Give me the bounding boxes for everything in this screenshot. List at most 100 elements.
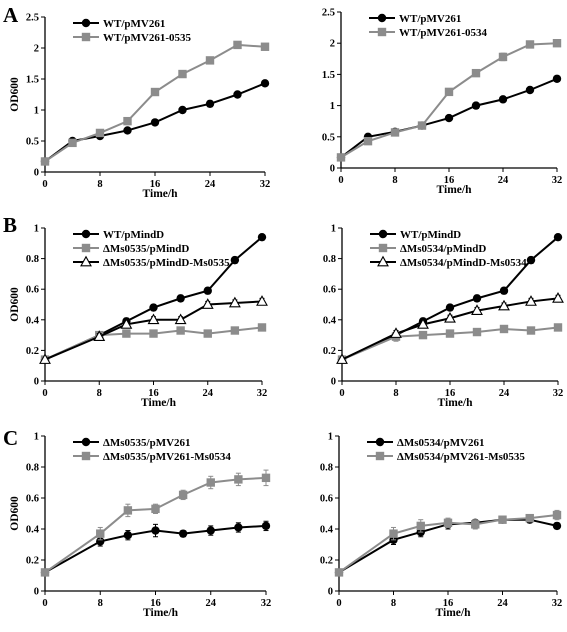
x-tick-label: 16 (148, 388, 159, 399)
data-point (149, 329, 158, 338)
data-point (256, 295, 268, 306)
y-tick-label: 1 (328, 432, 333, 443)
y-axis-label: OD600 (9, 496, 21, 531)
x-tick-label: 32 (257, 388, 268, 399)
data-point (176, 294, 185, 303)
data-point (525, 40, 535, 49)
data-point (123, 116, 132, 126)
data-point (178, 529, 188, 538)
y-tick-label: 0.2 (323, 346, 336, 357)
legend-marker (378, 229, 388, 239)
data-point (443, 518, 453, 527)
y-tick-label: 0 (328, 587, 333, 598)
data-point (445, 303, 455, 312)
data-point (472, 294, 482, 303)
data-point (228, 296, 241, 308)
y-tick-label: 1.5 (26, 75, 39, 86)
data-point (261, 521, 271, 531)
x-tick-label: 8 (97, 179, 102, 190)
x-tick-label: 32 (552, 598, 563, 609)
series-line (44, 43, 266, 163)
y-tick-label: 0 (330, 164, 335, 175)
data-point (498, 515, 507, 524)
legend-label: ΔMs0535/pMindD-Ms0535 (103, 257, 230, 269)
data-point (178, 69, 187, 79)
series-line (340, 42, 558, 159)
x-axis-label: Time/h (141, 397, 177, 409)
data-point (445, 329, 455, 338)
legend-marker (81, 243, 91, 253)
y-tick-label: 0.8 (26, 254, 39, 265)
y-tick-label: 1 (34, 106, 39, 117)
y-tick-label: 0.4 (323, 315, 337, 326)
x-tick-label: 8 (393, 388, 398, 399)
x-tick-label: 16 (150, 598, 161, 609)
data-point (417, 121, 427, 130)
legend-label: WT/pMV261 (399, 13, 461, 25)
data-point (149, 303, 158, 312)
x-tick-label: 0 (42, 598, 47, 609)
legend-label: WT/pMindD (400, 229, 461, 241)
series-1 (40, 520, 271, 577)
data-point (150, 87, 160, 97)
y-tick-label: 1 (34, 432, 39, 443)
data-point (552, 510, 562, 520)
legend-marker (378, 243, 388, 253)
legend-label: ΔMs0535/pMindD (103, 243, 189, 255)
data-point (205, 56, 215, 65)
data-point (123, 506, 133, 515)
x-axis-label: Time/h (143, 188, 179, 200)
y-tick-label: 1 (331, 224, 336, 235)
legend: ΔMs0535/pMV261 ΔMs0535/pMV261-Ms0534 (73, 437, 231, 463)
data-point (150, 118, 160, 127)
series-line (44, 524, 267, 574)
y-tick-label: 1 (330, 101, 335, 112)
legend: ΔMs0534/pMV261 ΔMs0534/pMV261-Ms0535 (367, 437, 525, 463)
data-point (40, 157, 50, 166)
chart-4: 0 0.2 0.4 0.6 0.8 1 0 8 16 24 32 Time/h WT/pMindD ΔMs… (323, 224, 564, 409)
data-point (499, 324, 509, 334)
y-axis-label: OD600 (9, 287, 21, 322)
data-point (336, 353, 348, 364)
y-tick-label: 1 (34, 224, 39, 235)
data-point (233, 40, 242, 50)
legend: WT/pMindD ΔMs0534/pMindD ΔMs0534/pMindD-Ms… (370, 229, 527, 269)
y-tick-label: 0.2 (320, 556, 333, 567)
x-tick-label: 8 (97, 388, 102, 399)
chart-6: 0 0.2 0.4 0.6 0.8 1 0 8 16 24 32 Time/h ΔMs0534/pMV2… (320, 432, 562, 620)
legend-label: WT/pMV261-0534 (399, 27, 488, 39)
data-point (39, 353, 51, 364)
legend-label: ΔMs0534/pMindD-Ms0534 (400, 257, 527, 269)
x-tick-label: 24 (497, 598, 508, 609)
series-line (44, 300, 263, 361)
data-point (205, 99, 215, 109)
data-point (95, 128, 105, 138)
panel-label: B (3, 213, 17, 237)
x-tick-label: 32 (552, 175, 563, 186)
y-tick-label: 1.5 (322, 70, 335, 81)
series-3 (39, 295, 268, 364)
data-point (96, 537, 105, 546)
data-point (123, 531, 133, 540)
data-point (444, 87, 454, 97)
data-point (552, 74, 562, 83)
y-tick-label: 0.4 (26, 315, 40, 326)
x-tick-label: 16 (445, 388, 456, 399)
x-tick-label: 0 (42, 179, 47, 190)
data-point (260, 79, 270, 88)
y-tick-label: 0.2 (26, 556, 39, 567)
data-point (261, 473, 271, 483)
chart-3: B 0 0.2 0.4 0.6 0.8 1 0 8 16 24 32 Time/h OD600 WT/pMi… (3, 213, 268, 409)
x-tick-label: 24 (205, 179, 216, 190)
data-point (120, 318, 133, 329)
legend-marker (81, 32, 91, 42)
panel-label: C (3, 426, 18, 450)
data-point (472, 327, 482, 337)
legend: WT/pMindD ΔMs0535/pMindD ΔMs0535/pMindD-Ms… (73, 229, 230, 269)
legend-label: WT/pMindD (103, 229, 164, 241)
series-1 (336, 74, 562, 162)
series-line (341, 297, 559, 361)
data-point (525, 85, 535, 95)
x-tick-label: 0 (336, 598, 341, 609)
data-point (525, 513, 534, 523)
